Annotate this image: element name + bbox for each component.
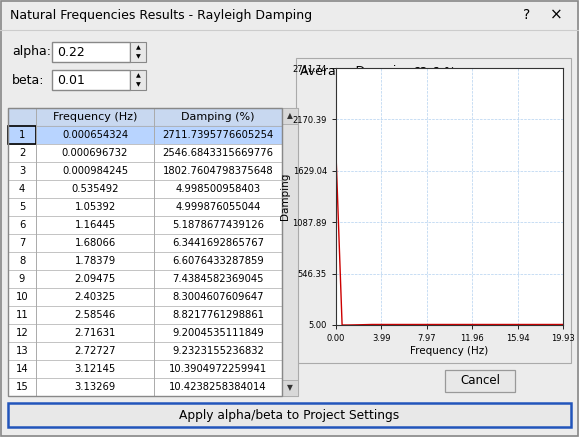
Text: 3.13269: 3.13269 bbox=[74, 382, 116, 392]
Text: 15: 15 bbox=[16, 382, 28, 392]
Text: 62.6: 62.6 bbox=[412, 66, 439, 79]
Text: %: % bbox=[443, 66, 455, 79]
Text: 10.4238258384014: 10.4238258384014 bbox=[169, 382, 267, 392]
FancyBboxPatch shape bbox=[8, 234, 282, 252]
Text: 10.3904972259941: 10.3904972259941 bbox=[169, 364, 267, 374]
Text: 6.3441692865767: 6.3441692865767 bbox=[172, 238, 264, 248]
Text: ▼: ▼ bbox=[287, 384, 293, 392]
FancyBboxPatch shape bbox=[8, 378, 282, 396]
Text: 1.05392: 1.05392 bbox=[74, 202, 116, 212]
FancyBboxPatch shape bbox=[130, 70, 146, 90]
Text: 1.16445: 1.16445 bbox=[74, 220, 116, 230]
Text: 5: 5 bbox=[19, 202, 25, 212]
Text: 0.01: 0.01 bbox=[57, 73, 85, 87]
FancyBboxPatch shape bbox=[8, 403, 571, 427]
Text: 2: 2 bbox=[19, 148, 25, 158]
FancyBboxPatch shape bbox=[8, 252, 282, 270]
Text: 3: 3 bbox=[19, 166, 25, 176]
Text: ▼: ▼ bbox=[135, 55, 140, 59]
Text: 0.000696732: 0.000696732 bbox=[62, 148, 128, 158]
Text: 7.4384582369045: 7.4384582369045 bbox=[172, 274, 264, 284]
Text: 9.2004535111849: 9.2004535111849 bbox=[172, 328, 264, 338]
Text: 0.000654324: 0.000654324 bbox=[62, 130, 128, 140]
X-axis label: Frequency (Hz): Frequency (Hz) bbox=[411, 346, 489, 356]
Text: 8.8217761298861: 8.8217761298861 bbox=[172, 310, 264, 320]
Text: 10: 10 bbox=[16, 292, 28, 302]
Text: 4: 4 bbox=[19, 184, 25, 194]
Text: 2.71631: 2.71631 bbox=[74, 328, 116, 338]
Text: 11: 11 bbox=[16, 310, 28, 320]
Text: 8.3004607609647: 8.3004607609647 bbox=[172, 292, 264, 302]
FancyBboxPatch shape bbox=[8, 198, 282, 216]
FancyBboxPatch shape bbox=[52, 70, 130, 90]
Text: 9.2323155236832: 9.2323155236832 bbox=[172, 346, 264, 356]
FancyBboxPatch shape bbox=[282, 380, 298, 396]
Text: Apply alpha/beta to Project Settings: Apply alpha/beta to Project Settings bbox=[179, 409, 400, 422]
FancyBboxPatch shape bbox=[8, 342, 282, 360]
FancyBboxPatch shape bbox=[296, 58, 571, 363]
FancyBboxPatch shape bbox=[8, 324, 282, 342]
Text: ▲: ▲ bbox=[287, 111, 293, 121]
Text: 6: 6 bbox=[19, 220, 25, 230]
Text: alpha:: alpha: bbox=[12, 45, 51, 59]
Text: 0.535492: 0.535492 bbox=[71, 184, 119, 194]
Text: 1: 1 bbox=[19, 130, 25, 140]
Text: 4.998500958403: 4.998500958403 bbox=[175, 184, 261, 194]
Text: 2711.7395776605254: 2711.7395776605254 bbox=[162, 130, 274, 140]
Text: 1.78379: 1.78379 bbox=[74, 256, 116, 266]
FancyBboxPatch shape bbox=[8, 144, 282, 162]
FancyBboxPatch shape bbox=[8, 270, 282, 288]
Text: 2.58546: 2.58546 bbox=[74, 310, 116, 320]
FancyBboxPatch shape bbox=[8, 126, 282, 144]
FancyBboxPatch shape bbox=[8, 126, 36, 144]
Text: 4.999876055044: 4.999876055044 bbox=[175, 202, 261, 212]
Text: 5.1878677439126: 5.1878677439126 bbox=[172, 220, 264, 230]
FancyBboxPatch shape bbox=[8, 360, 282, 378]
FancyBboxPatch shape bbox=[8, 108, 282, 126]
Text: 6.6076433287859: 6.6076433287859 bbox=[172, 256, 264, 266]
FancyBboxPatch shape bbox=[8, 306, 282, 324]
Text: Cancel: Cancel bbox=[460, 375, 500, 388]
Text: 2.72727: 2.72727 bbox=[74, 346, 116, 356]
Text: 13: 13 bbox=[16, 346, 28, 356]
Text: 7: 7 bbox=[19, 238, 25, 248]
FancyBboxPatch shape bbox=[282, 108, 298, 396]
Text: Damping (%): Damping (%) bbox=[181, 112, 255, 122]
Text: 2546.6843315669776: 2546.6843315669776 bbox=[163, 148, 273, 158]
Text: 14: 14 bbox=[16, 364, 28, 374]
Text: 1.68066: 1.68066 bbox=[74, 238, 116, 248]
Text: 9: 9 bbox=[19, 274, 25, 284]
FancyBboxPatch shape bbox=[8, 180, 282, 198]
Text: Natural Frequencies Results - Rayleigh Damping: Natural Frequencies Results - Rayleigh D… bbox=[10, 8, 312, 21]
Text: ×: × bbox=[549, 7, 562, 22]
Text: Frequency (Hz): Frequency (Hz) bbox=[53, 112, 137, 122]
FancyBboxPatch shape bbox=[130, 42, 146, 62]
Text: ▲: ▲ bbox=[135, 45, 140, 51]
Text: 2.09475: 2.09475 bbox=[74, 274, 116, 284]
FancyBboxPatch shape bbox=[282, 108, 298, 124]
Text: 8: 8 bbox=[19, 256, 25, 266]
Text: beta:: beta: bbox=[12, 73, 45, 87]
FancyBboxPatch shape bbox=[445, 370, 515, 392]
Text: 12: 12 bbox=[16, 328, 28, 338]
Text: ▲: ▲ bbox=[135, 73, 140, 79]
Text: 3.12145: 3.12145 bbox=[74, 364, 116, 374]
Text: 1802.7604798375648: 1802.7604798375648 bbox=[163, 166, 273, 176]
Text: ?: ? bbox=[523, 8, 530, 22]
Text: 2.40325: 2.40325 bbox=[75, 292, 116, 302]
Text: 0.000984245: 0.000984245 bbox=[62, 166, 128, 176]
Text: 0.22: 0.22 bbox=[57, 45, 85, 59]
Y-axis label: Damping: Damping bbox=[280, 173, 290, 220]
FancyBboxPatch shape bbox=[52, 42, 130, 62]
FancyBboxPatch shape bbox=[8, 288, 282, 306]
Text: ▼: ▼ bbox=[135, 83, 140, 87]
FancyBboxPatch shape bbox=[8, 216, 282, 234]
FancyBboxPatch shape bbox=[8, 162, 282, 180]
Text: Average Damping:: Average Damping: bbox=[300, 66, 416, 79]
